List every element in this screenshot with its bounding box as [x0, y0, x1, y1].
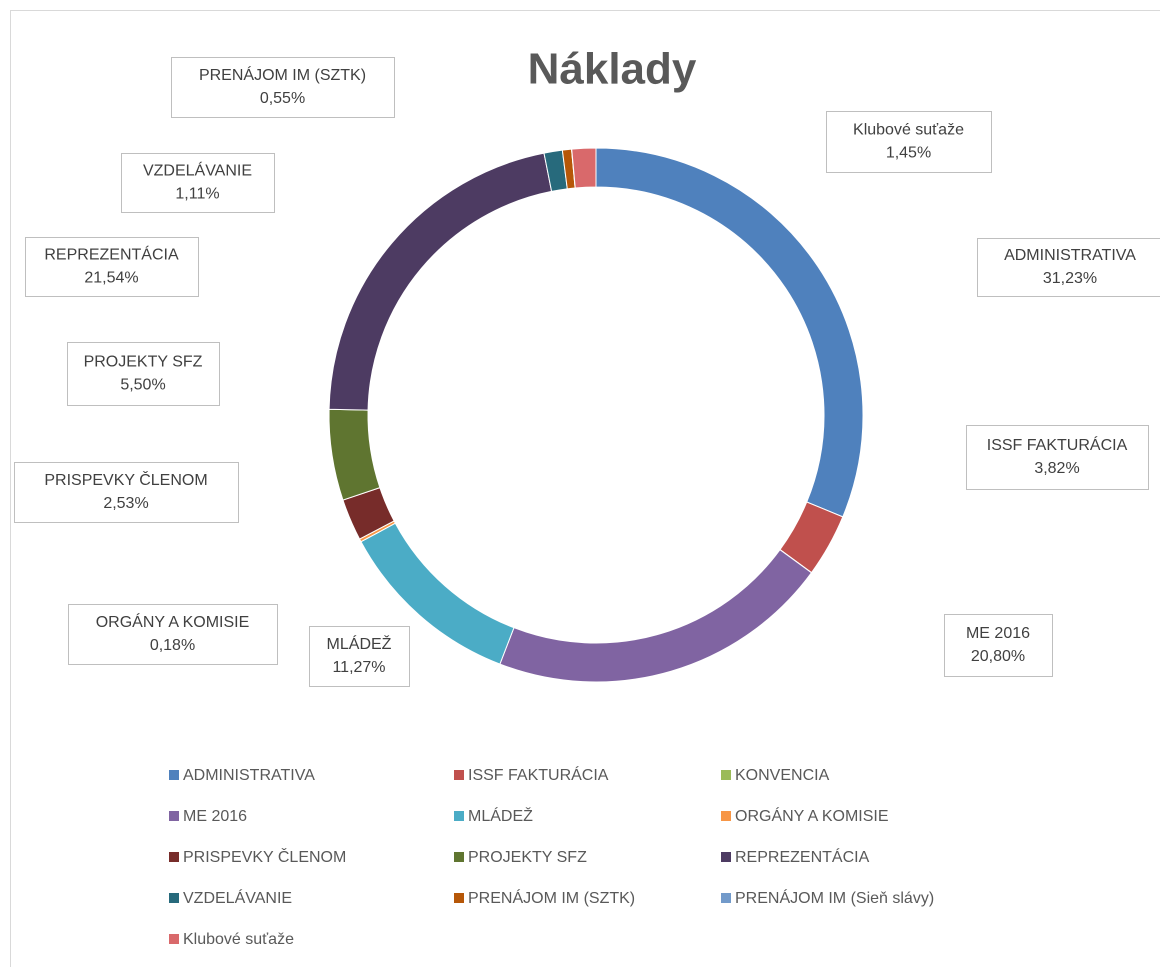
data-label-name: REPREZENTÁCIA: [44, 245, 179, 264]
legend-label: PRENÁJOM IM (SZTK): [468, 888, 635, 907]
data-label-name: ADMINISTRATIVA: [1004, 247, 1136, 264]
data-label-box: [68, 604, 278, 665]
data-label-value: 11,27%: [332, 659, 385, 676]
data-label-box: [14, 462, 239, 523]
data-label-value: 1,11%: [175, 186, 219, 203]
legend-swatch: [169, 852, 179, 862]
legend-label: PRENÁJOM IM (Sieň slávy): [735, 888, 934, 907]
legend-label: Klubové suťaže: [183, 931, 294, 948]
legend-label: PRISPEVKY ČLENOM: [183, 847, 346, 866]
legend-swatch: [454, 770, 464, 780]
data-label-value: 5,50%: [120, 377, 165, 394]
legend-swatch: [169, 770, 179, 780]
legend-label: ADMINISTRATIVA: [183, 767, 315, 784]
data-label-name: ISSF FAKTURÁCIA: [987, 435, 1128, 454]
data-label-name: VZDELÁVANIE: [143, 161, 252, 180]
data-label-name: Klubové suťaže: [853, 122, 964, 139]
data-label-value: 3,82%: [1034, 460, 1079, 477]
legend-label: MLÁDEŽ: [468, 806, 533, 825]
legend-swatch: [721, 811, 731, 821]
legend-label: ME 2016: [183, 808, 247, 825]
data-label-name: PRISPEVKY ČLENOM: [44, 470, 207, 489]
legend-label: KONVENCIA: [735, 767, 830, 784]
legend-swatch: [454, 893, 464, 903]
data-label-value: 1,45%: [886, 145, 931, 162]
data-label-box: [826, 111, 992, 173]
legend-swatch: [721, 770, 731, 780]
data-label-name: ME 2016: [966, 625, 1030, 642]
legend-label: PROJEKTY SFZ: [468, 849, 587, 866]
data-label-name: PROJEKTY SFZ: [84, 354, 203, 371]
data-label-name: MLÁDEŽ: [327, 634, 392, 653]
legend-label: REPREZENTÁCIA: [735, 847, 870, 866]
data-label-value: 0,55%: [260, 90, 305, 107]
data-label-box: [944, 614, 1053, 677]
data-label-value: 0,18%: [150, 637, 195, 654]
data-label-box: [977, 238, 1160, 297]
legend-swatch: [169, 893, 179, 903]
legend-swatch: [454, 852, 464, 862]
data-label-box: [309, 626, 410, 687]
legend-label: VZDELÁVANIE: [183, 888, 292, 907]
legend-swatch: [454, 811, 464, 821]
data-label-box: [67, 342, 220, 406]
data-label-box: [121, 153, 275, 213]
data-label-box: [171, 57, 395, 118]
legend-swatch: [721, 893, 731, 903]
legend-swatch: [169, 811, 179, 821]
legend-label: ISSF FAKTURÁCIA: [468, 765, 609, 784]
legend-swatch: [721, 852, 731, 862]
data-label-value: 2,53%: [103, 495, 148, 512]
chart-title: Náklady: [528, 45, 697, 94]
legend-swatch: [169, 934, 179, 944]
data-label-value: 31,23%: [1043, 270, 1097, 287]
donut-slice: [571, 147, 597, 189]
data-label-value: 20,80%: [971, 648, 1025, 665]
data-label-name: ORGÁNY A KOMISIE: [96, 612, 250, 631]
data-label-box: [25, 237, 199, 297]
legend-label: ORGÁNY A KOMISIE: [735, 806, 889, 825]
data-label-box: [966, 425, 1149, 490]
data-label-name: PRENÁJOM IM (SZTK): [199, 65, 366, 84]
data-label-value: 21,54%: [84, 270, 138, 287]
